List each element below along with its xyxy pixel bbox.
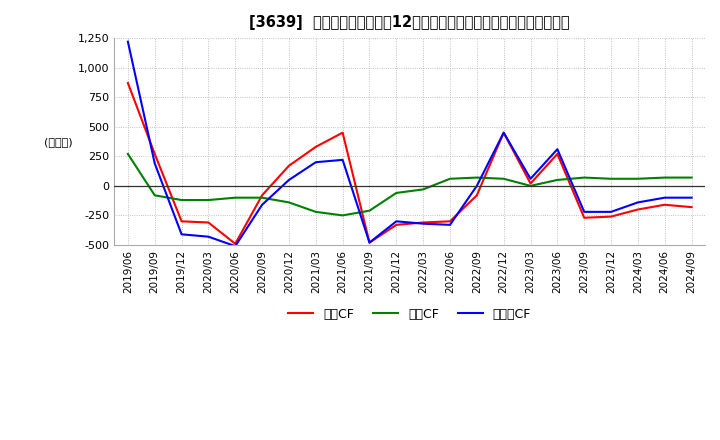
フリーCF	[634, 200, 642, 205]
フリーCF	[258, 202, 266, 207]
フリーCF	[312, 160, 320, 165]
投資CF	[204, 198, 212, 203]
営業CF	[177, 219, 186, 224]
営業CF	[365, 240, 374, 245]
営業CF	[526, 181, 535, 186]
投資CF	[526, 183, 535, 188]
営業CF	[472, 193, 481, 198]
フリーCF	[150, 161, 159, 166]
Line: フリーCF: フリーCF	[128, 42, 692, 246]
投資CF	[312, 209, 320, 214]
営業CF	[688, 205, 696, 210]
営業CF	[150, 151, 159, 157]
営業CF	[204, 220, 212, 225]
Title: [3639]  キャッシュフローの12か月移動合計の対前年同期増減額の推移: [3639] キャッシュフローの12か月移動合計の対前年同期増減額の推移	[249, 15, 570, 30]
フリーCF	[607, 209, 616, 214]
フリーCF	[660, 195, 669, 200]
営業CF	[392, 222, 400, 227]
営業CF	[312, 144, 320, 150]
営業CF	[124, 81, 132, 86]
営業CF	[660, 202, 669, 207]
フリーCF	[284, 177, 293, 183]
フリーCF	[580, 209, 588, 214]
フリーCF	[553, 147, 562, 152]
投資CF	[419, 187, 428, 192]
営業CF	[607, 214, 616, 219]
フリーCF	[204, 234, 212, 239]
フリーCF	[526, 176, 535, 181]
投資CF	[553, 177, 562, 183]
営業CF	[258, 193, 266, 198]
営業CF	[553, 151, 562, 157]
投資CF	[231, 195, 240, 200]
投資CF	[446, 176, 454, 181]
営業CF	[580, 215, 588, 220]
投資CF	[472, 175, 481, 180]
Legend: 営業CF, 投資CF, フリーCF: 営業CF, 投資CF, フリーCF	[284, 303, 536, 326]
フリーCF	[500, 130, 508, 136]
投資CF	[500, 176, 508, 181]
フリーCF	[231, 243, 240, 249]
Line: 投資CF: 投資CF	[128, 154, 692, 216]
投資CF	[284, 200, 293, 205]
投資CF	[150, 193, 159, 198]
フリーCF	[419, 221, 428, 226]
投資CF	[392, 191, 400, 196]
投資CF	[177, 198, 186, 203]
フリーCF	[446, 222, 454, 227]
投資CF	[258, 195, 266, 200]
Line: 営業CF: 営業CF	[128, 83, 692, 244]
営業CF	[338, 130, 347, 136]
Y-axis label: (百万円): (百万円)	[44, 136, 73, 147]
営業CF	[634, 207, 642, 212]
フリーCF	[124, 39, 132, 44]
営業CF	[419, 220, 428, 225]
フリーCF	[177, 232, 186, 237]
営業CF	[500, 130, 508, 136]
フリーCF	[472, 183, 481, 188]
投資CF	[580, 175, 588, 180]
フリーCF	[392, 219, 400, 224]
投資CF	[365, 208, 374, 213]
投資CF	[688, 175, 696, 180]
投資CF	[338, 213, 347, 218]
投資CF	[660, 175, 669, 180]
営業CF	[446, 219, 454, 224]
営業CF	[284, 163, 293, 169]
投資CF	[634, 176, 642, 181]
投資CF	[124, 151, 132, 157]
営業CF	[231, 241, 240, 246]
フリーCF	[688, 195, 696, 200]
フリーCF	[365, 240, 374, 245]
フリーCF	[338, 157, 347, 162]
投資CF	[607, 176, 616, 181]
